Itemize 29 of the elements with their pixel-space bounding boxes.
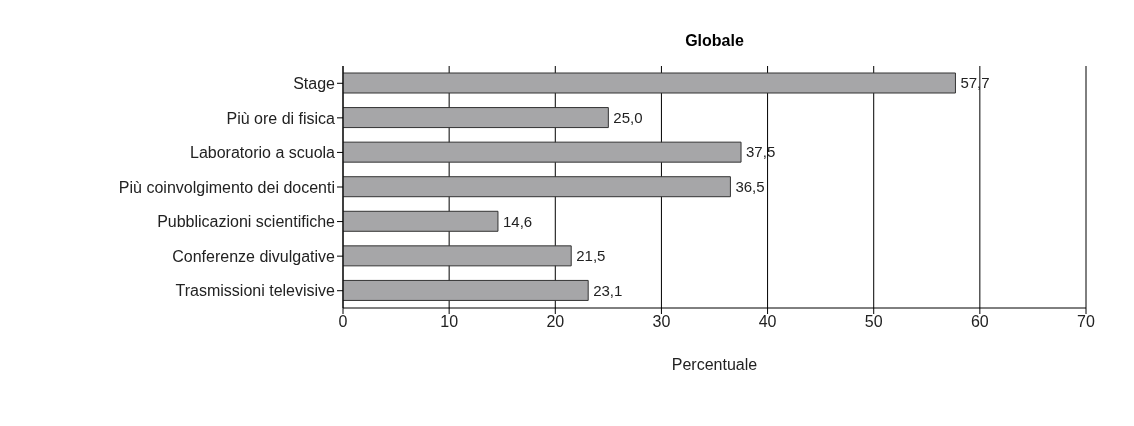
y-tick-label: Laboratorio a scuola [190, 144, 336, 162]
data-label: 21,5 [576, 247, 606, 265]
x-tick-label: 70 [1077, 313, 1095, 331]
data-label: 36,5 [735, 178, 765, 196]
data-label: 14,6 [502, 212, 533, 230]
chart-title: Globale [684, 32, 745, 50]
x-tick-label: 40 [758, 313, 777, 331]
x-tick-label: 20 [546, 313, 565, 331]
y-tick-label: Più coinvolgimento dei docenti [118, 178, 335, 196]
y-tick-label: Trasmissioni televisive [175, 282, 336, 300]
data-label: 25,0 [613, 108, 643, 126]
bar [343, 210, 499, 232]
x-axis-title: Percentuale [671, 356, 758, 373]
x-tick-label: 30 [652, 313, 671, 331]
x-tick-label: 0 [338, 313, 348, 331]
bar [343, 176, 731, 198]
y-tick-label: Stage [293, 74, 336, 92]
bar [343, 141, 742, 163]
bar [343, 245, 572, 267]
bar [343, 72, 956, 94]
bar [343, 107, 609, 129]
x-tick-label: 60 [970, 313, 989, 331]
y-tick-label: Pubblicazioni scientifiche [157, 213, 336, 231]
y-tick-label: Più ore di fisica [226, 109, 336, 127]
x-tick-label: 10 [440, 313, 459, 331]
data-label: 23,1 [593, 281, 623, 299]
bar [343, 279, 589, 301]
y-tick-label: Conferenze divulgative [172, 247, 336, 265]
x-tick-label: 50 [864, 313, 883, 331]
